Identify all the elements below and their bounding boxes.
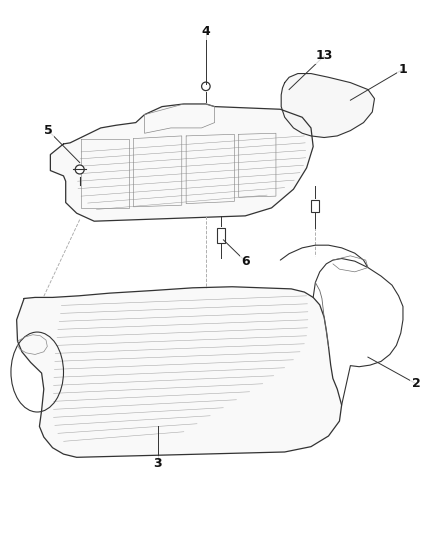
Circle shape: [201, 82, 210, 91]
Circle shape: [75, 165, 84, 174]
Text: 13: 13: [315, 50, 333, 62]
Text: 6: 6: [241, 255, 250, 268]
Text: 5: 5: [44, 124, 53, 137]
Polygon shape: [50, 104, 313, 221]
Bar: [217, 228, 225, 243]
Bar: [311, 200, 319, 212]
Polygon shape: [17, 287, 342, 457]
Text: 1: 1: [399, 63, 407, 76]
Text: 3: 3: [153, 457, 162, 470]
Text: 2: 2: [412, 377, 420, 390]
Polygon shape: [281, 74, 374, 138]
Text: 4: 4: [201, 26, 210, 38]
